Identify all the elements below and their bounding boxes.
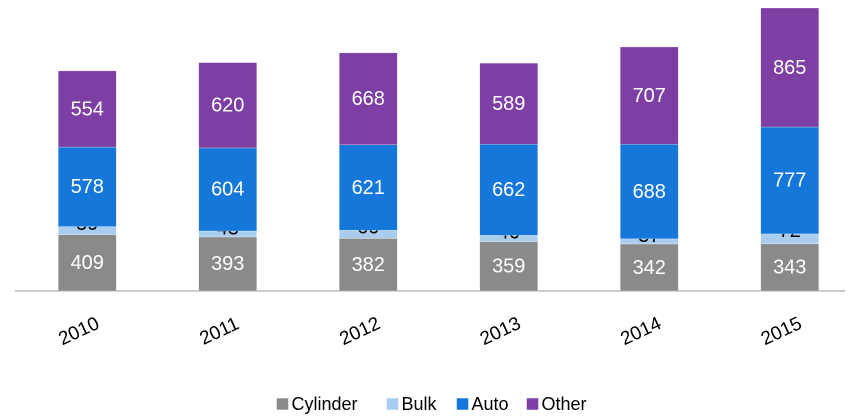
- x-tick-label: 2012: [336, 313, 383, 350]
- data-label: 777: [773, 170, 806, 192]
- bar-segment: [760, 126, 819, 235]
- data-label: 359: [492, 256, 525, 278]
- data-label: 604: [211, 179, 244, 201]
- data-label: 688: [633, 181, 666, 203]
- bar-segment: [760, 243, 819, 292]
- data-label: 409: [71, 252, 104, 274]
- bar-segment: [198, 236, 257, 292]
- bar-segment: [479, 143, 538, 236]
- legend-swatch: [526, 397, 539, 411]
- x-tick-label: 2011: [197, 313, 243, 349]
- legend-label: Other: [542, 394, 587, 414]
- data-label: 621: [352, 177, 385, 199]
- data-label: 865: [773, 57, 806, 79]
- bar-segment: [339, 238, 398, 292]
- bar-segment: [479, 62, 538, 145]
- bar-segment: [58, 234, 117, 292]
- data-label: 662: [492, 179, 525, 201]
- bar-segment: [339, 144, 398, 231]
- legend-swatch: [386, 397, 399, 411]
- data-label: 393: [211, 253, 244, 275]
- x-tick-label: 2013: [477, 313, 524, 350]
- x-tick-label: 2010: [55, 313, 102, 350]
- legend-label: Bulk: [402, 394, 438, 414]
- bar-segment: [479, 241, 538, 292]
- data-label: 578: [71, 176, 104, 198]
- data-label: 342: [633, 257, 666, 279]
- data-label: 668: [352, 88, 385, 110]
- bar-segment: [620, 46, 679, 145]
- data-label: 382: [352, 254, 385, 276]
- data-label: 554: [71, 98, 104, 120]
- data-label: 620: [211, 95, 244, 117]
- legend-swatch: [456, 397, 469, 411]
- data-label: 589: [492, 93, 525, 115]
- bar-segment: [58, 70, 117, 148]
- legend-label: Auto: [472, 394, 509, 414]
- data-label: 707: [633, 85, 666, 107]
- x-tick-label: 2014: [617, 313, 665, 350]
- data-label: 343: [773, 257, 806, 279]
- legend-swatch: [276, 397, 289, 411]
- bar-segment: [620, 143, 679, 240]
- legend-label: Cylinder: [292, 394, 358, 414]
- x-tick-label: 2015: [758, 313, 805, 350]
- bar-segment: [198, 62, 257, 149]
- bar-segment: [339, 52, 398, 146]
- bar-segment: [760, 7, 819, 128]
